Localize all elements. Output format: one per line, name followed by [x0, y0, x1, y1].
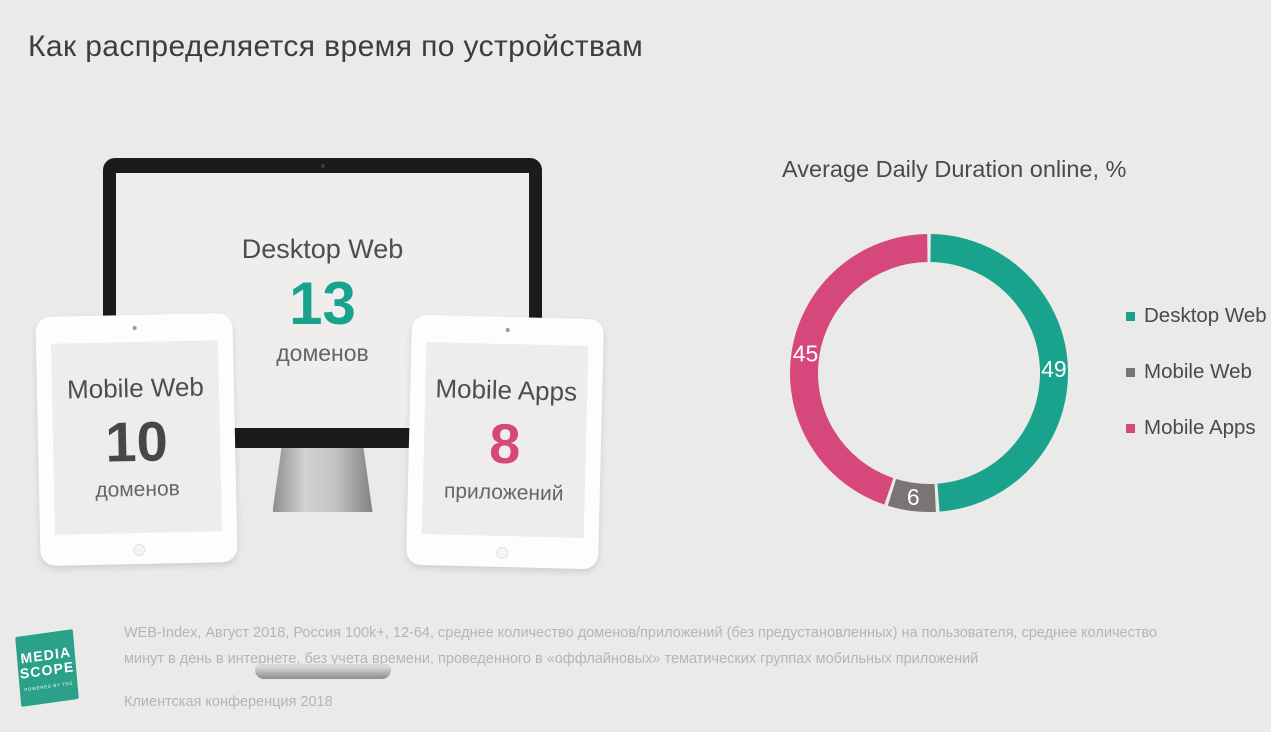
tablet-screen: Mobile Web 10 доменов [50, 340, 222, 535]
legend-swatch-icon [1126, 423, 1135, 433]
mobile-web-label: Mobile Web [66, 371, 205, 405]
donut-data-label: 49 [1041, 356, 1067, 382]
donut-chart: 49 6 45 [789, 234, 1068, 512]
desktop-web-value: 13 [289, 270, 356, 337]
legend-item-desktop-web: Desktop Web [1126, 304, 1267, 328]
mobile-apps-value: 8 [488, 411, 522, 476]
desktop-web-unit: доменов [276, 340, 369, 366]
donut-data-label: 6 [907, 484, 920, 510]
legend-swatch-icon [1126, 311, 1135, 321]
camera-dot-icon [320, 164, 325, 168]
camera-dot-icon [132, 325, 137, 331]
legend-label: Mobile Web [1144, 360, 1252, 383]
mobile-web-tablet-illustration: Mobile Web 10 доменов [35, 312, 238, 567]
legend-label: Desktop Web [1144, 304, 1267, 327]
donut-data-label: 45 [793, 340, 819, 366]
desktop-web-label: Desktop Web [241, 234, 404, 264]
footer: WEB-Index, Август 2018, Россия 100k+, 12… [124, 620, 1159, 715]
legend-label: Mobile Apps [1144, 416, 1256, 439]
mobile-apps-tablet-illustration: Mobile Apps 8 приложений [405, 314, 605, 570]
legend-item-mobile-web: Mobile Web [1126, 360, 1267, 384]
legend-swatch-icon [1126, 367, 1135, 377]
conference-note: Клиентская конференция 2018 [124, 694, 333, 710]
home-button-icon [496, 546, 509, 560]
chart-title: Average Daily Duration online, % [782, 156, 1127, 182]
donut-segment-desktop-web [930, 234, 1068, 512]
legend-item-mobile-apps: Mobile Apps [1126, 416, 1267, 440]
mobile-apps-label: Mobile Apps [435, 373, 578, 407]
mobile-apps-unit: приложений [443, 479, 564, 506]
camera-dot-icon [505, 327, 510, 333]
source-note: WEB-Index, Август 2018, Россия 100k+, 12… [124, 625, 1158, 667]
home-button-icon [132, 543, 145, 557]
mediascope-logo: MEDIA SCOPE POWERED BY TNS [15, 629, 79, 707]
donut-segment-mobile-apps [789, 234, 928, 505]
logo-tagline: POWERED BY TNS [24, 680, 74, 692]
monitor-stand [272, 448, 373, 512]
tablet-screen: Mobile Apps 8 приложений [421, 342, 589, 538]
page-title: Как распределяется время по устройствам [28, 30, 644, 63]
mobile-web-value: 10 [104, 408, 169, 474]
mobile-web-unit: доменов [95, 477, 181, 503]
monitor-stand-base [254, 664, 391, 679]
chart-legend: Desktop Web Mobile Web Mobile Apps [1126, 304, 1267, 472]
donut-segment-mobile-web [887, 478, 936, 512]
